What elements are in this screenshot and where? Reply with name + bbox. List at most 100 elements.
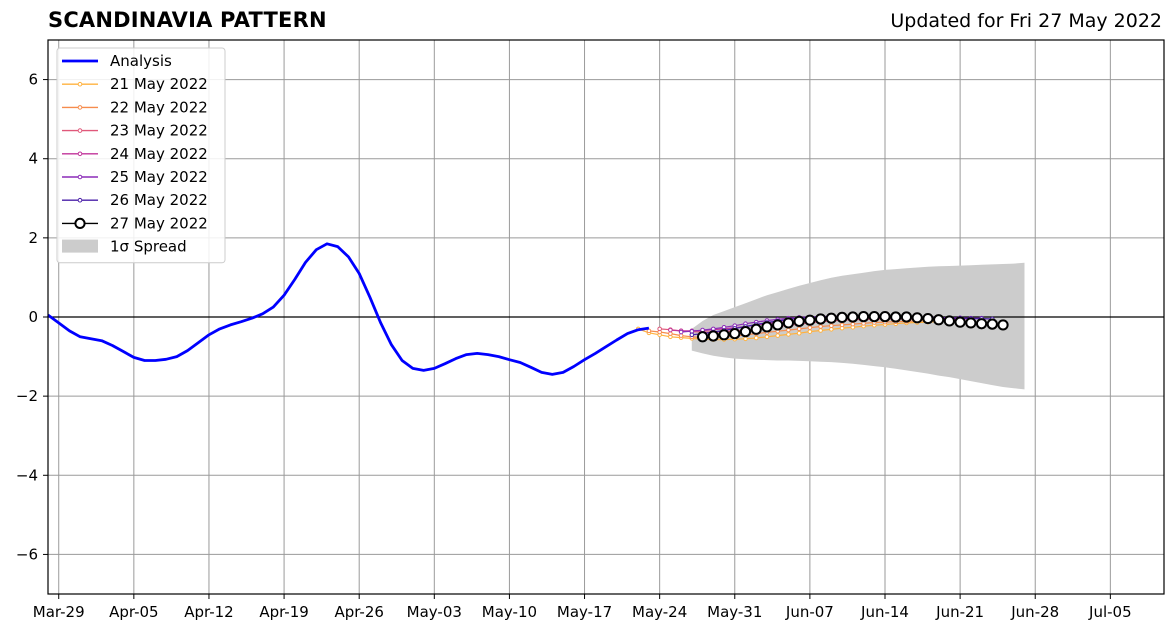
legend-item: 24 May 2022 — [62, 145, 208, 163]
x-tick-label: May-03 — [407, 603, 462, 621]
analysis-line — [47, 242, 650, 376]
x-tick-label: Apr-12 — [184, 603, 234, 621]
legend-label: 24 May 2022 — [110, 145, 208, 163]
legend-label: 26 May 2022 — [110, 191, 208, 209]
forecast-point — [796, 326, 802, 332]
x-tick-label: Jun-21 — [935, 603, 984, 621]
forecast-point — [782, 317, 795, 329]
forecast-point — [818, 328, 823, 333]
legend-label: 21 May 2022 — [110, 75, 208, 93]
legend-item: 1σ Spread — [62, 238, 187, 256]
forecast-point — [707, 330, 719, 342]
forecast-point — [818, 324, 823, 329]
legend-item: Analysis — [62, 52, 172, 70]
forecast-point — [753, 335, 759, 341]
legend-label: 27 May 2022 — [110, 214, 208, 232]
x-tick-label: May-24 — [632, 603, 687, 621]
x-tick-label: Jun-07 — [785, 603, 834, 621]
forecast-point — [829, 323, 834, 329]
y-tick-label: 4 — [28, 150, 38, 168]
legend-label: Analysis — [110, 52, 172, 70]
forecast-point — [793, 315, 805, 327]
y-tick-label: −6 — [16, 545, 38, 563]
forecast-point — [922, 312, 934, 325]
x-tick-label: Jun-14 — [860, 603, 909, 621]
forecast-point — [815, 313, 827, 325]
y-tick-label: −4 — [16, 466, 38, 484]
forecast-point — [836, 311, 848, 323]
x-tick-label: May-17 — [557, 603, 612, 621]
y-tick-label: −2 — [16, 387, 38, 405]
forecast-point — [657, 326, 662, 332]
y-tick-label: 2 — [28, 229, 38, 247]
forecast-point — [729, 328, 741, 340]
legend-item: 22 May 2022 — [62, 98, 208, 116]
x-tick-label: May-31 — [707, 603, 762, 621]
forecast-point — [750, 323, 762, 335]
x-tick-label: Jul-05 — [1088, 603, 1132, 621]
series-layer — [47, 242, 1009, 376]
y-tick-label: 6 — [28, 71, 38, 89]
forecast-point — [775, 333, 780, 338]
legend-item: 27 May 2022 — [62, 214, 208, 232]
forecast-point — [761, 321, 773, 333]
legend-label: 22 May 2022 — [110, 98, 208, 116]
forecast-point — [868, 311, 880, 323]
forecast-point — [900, 311, 913, 323]
forecast-point — [975, 318, 988, 330]
updated-date-label: Updated for Fri 27 May 2022 — [890, 10, 1162, 32]
forecast-point — [943, 315, 955, 327]
legend-marker — [77, 128, 83, 133]
legend-marker — [77, 81, 83, 87]
forecast-point — [764, 334, 770, 340]
legend-marker — [77, 105, 83, 110]
forecast-point — [804, 314, 816, 326]
forecast-point — [668, 331, 673, 336]
forecast-point — [933, 314, 945, 326]
forecast-point — [718, 329, 730, 341]
legend-label: 1σ Spread — [110, 238, 187, 256]
forecast-point — [850, 321, 856, 327]
forecast-point — [829, 326, 834, 332]
forecast-point — [772, 319, 784, 331]
forecast-point — [997, 319, 1009, 331]
forecast-point — [689, 332, 695, 338]
legend-item: 25 May 2022 — [62, 168, 208, 186]
forecast-point — [807, 325, 813, 330]
x-tick-label: Apr-19 — [259, 603, 309, 621]
legend: Analysis 21 May 2022 22 May 2022 23 May 202… — [56, 47, 226, 264]
x-tick-label: May-10 — [482, 603, 537, 621]
tick-label-layer: Mar-29 Apr-05 Apr-12 Apr-19 Apr-26 May-03 May-… — [16, 71, 1132, 621]
forecast-point — [965, 317, 977, 329]
forecast-point — [689, 328, 695, 334]
x-tick-label: Mar-29 — [33, 603, 85, 621]
chart-title: SCANDINAVIA PATTERN — [48, 8, 327, 32]
forecast-point — [786, 327, 791, 333]
legend-item: 21 May 2022 — [62, 75, 208, 93]
legend-item: 26 May 2022 — [62, 191, 208, 209]
forecast-point — [739, 326, 752, 338]
forecast-point — [678, 329, 684, 335]
legend-marker — [74, 217, 86, 229]
forecast-point — [879, 311, 891, 323]
forecast-point — [825, 312, 837, 324]
legend-box — [56, 47, 226, 264]
forecast-point — [696, 331, 709, 343]
forecast-point — [954, 316, 966, 328]
forecast-point — [678, 333, 684, 338]
legend-label: 23 May 2022 — [110, 122, 208, 140]
forecast-point — [986, 318, 998, 330]
forecast-point — [911, 312, 923, 324]
legend-item: 23 May 2022 — [62, 122, 208, 140]
latest-forecast-markers — [696, 311, 1009, 343]
x-tick-label: Apr-26 — [334, 603, 384, 621]
legend-marker — [77, 151, 83, 157]
legend-marker — [77, 197, 83, 203]
forecast-point — [743, 336, 748, 342]
x-tick-label: Jun-28 — [1010, 603, 1059, 621]
forecast-point — [796, 330, 802, 336]
legend-swatch — [62, 239, 98, 253]
x-tick-label: Apr-05 — [109, 603, 159, 621]
forecast-point — [890, 311, 902, 323]
